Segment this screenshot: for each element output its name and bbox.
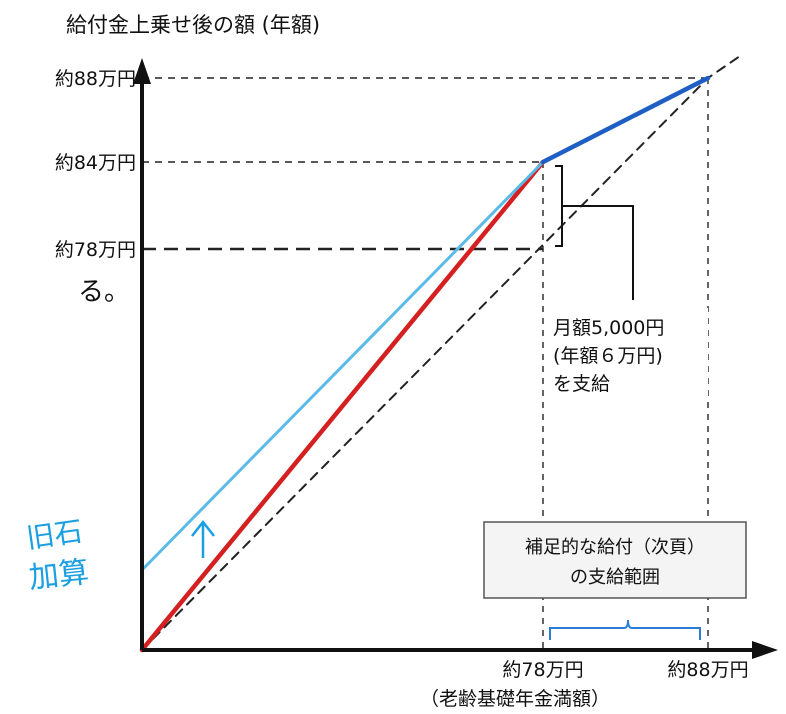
series-lightblue-line [140, 160, 545, 572]
handwritten-arrow [191, 519, 215, 558]
range-brace [549, 619, 701, 640]
series-blue-line [540, 75, 711, 165]
handwritten-note-line1: 旧石 [24, 514, 84, 554]
bracket-label-line2: (年額６万円) [553, 345, 663, 367]
bracket [555, 165, 634, 300]
y-axis-title: 給付金上乗せ後の額 (年額) [66, 13, 320, 37]
bracket-label-line3: を支給 [553, 373, 610, 395]
handwritten-note-line2: 加算 [27, 555, 90, 596]
x-tick-label: 約88万円 [667, 659, 748, 681]
bracket-label-bg [548, 308, 708, 400]
x-axis-arrow [752, 641, 778, 659]
x-axis-sublabel: （老齢基礎年金満額） [420, 688, 610, 710]
range-box [483, 521, 747, 599]
range-box-line1: 補足的な給付（次頁） [525, 537, 705, 558]
y-tick-label: 約84万円 [55, 152, 136, 174]
y-axis-arrow [133, 58, 151, 84]
stray-text: る。 [78, 277, 130, 307]
bracket-label-line1: 月額5,000円 [553, 317, 664, 339]
y-tick-label: 約78万円 [55, 239, 136, 261]
range-box-line2: の支給範囲 [570, 567, 660, 588]
y-tick-label: 約88万円 [55, 68, 136, 90]
x-tick-label: 約78万円 [502, 659, 583, 681]
guide-lines [142, 77, 709, 650]
series-group [139, 55, 741, 653]
series-red-line [139, 159, 546, 653]
